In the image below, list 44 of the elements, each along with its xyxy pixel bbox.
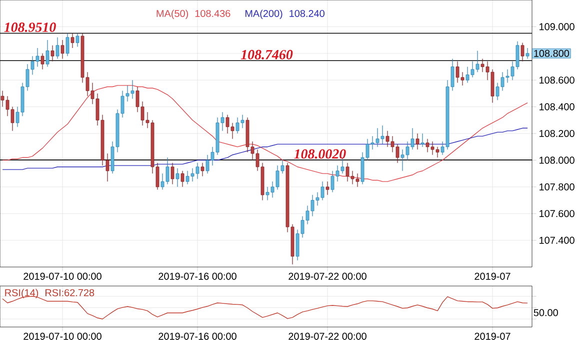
x-tick-label: 2019-07-22 00:00 (288, 332, 366, 340)
text: RSI:62.728 (46, 289, 94, 296)
y-tick-label: 107.400 (540, 236, 574, 244)
series-label: RSI(14) (5, 288, 38, 298)
candlestick (70, 33, 74, 48)
y-tick-label: 108.600 (540, 76, 574, 84)
annotation: 108.436 (195, 10, 230, 18)
y-tick-label: 108.200 (540, 130, 574, 138)
candlestick (180, 170, 184, 188)
candlestick (50, 45, 54, 62)
annotation: 108.240 (290, 10, 324, 18)
candlestick (526, 48, 530, 60)
y-tick-label: 107.600 (540, 210, 574, 218)
text: 50.00 (534, 309, 558, 316)
x-tick-label: 2019-07 (474, 272, 510, 280)
y-tick-label: 109.000 (540, 23, 574, 30)
candlestick (420, 133, 424, 148)
candlestick (60, 40, 64, 60)
y-tick-label: 107.800 (540, 183, 574, 190)
candlestick (416, 133, 420, 150)
text: 108.800 (534, 50, 570, 57)
candlestick (520, 42, 524, 62)
ref-line-label: 108.9510 (4, 22, 56, 32)
candlestick (326, 181, 330, 196)
ref-line-label: 108.7460 (240, 50, 293, 60)
y-tick-label: 108.000 (540, 156, 574, 164)
candlestick (56, 37, 60, 60)
y-tick-label: 108.400 (540, 103, 574, 110)
candlestick (176, 168, 180, 188)
text: MA(200) (245, 10, 282, 19)
x-tick-label: 2019-07-10 00:00 (24, 272, 102, 280)
candlestick (76, 33, 80, 48)
text: MA(50) (156, 10, 188, 19)
x-tick-label: 2019-07-22 00:00 (288, 272, 366, 280)
x-tick-label: 2019-07-16 00:00 (158, 332, 236, 340)
ref-line-label: 108.0020 (294, 149, 346, 159)
x-tick-label: 2019-07 (474, 332, 510, 340)
x-tick-label: 2019-07-10 00:00 (24, 332, 102, 340)
candlestick (66, 33, 70, 56)
candlestick (40, 53, 44, 70)
x-tick-label: 2019-07-16 00:00 (158, 272, 236, 280)
candlestick (200, 162, 204, 177)
candlestick (170, 162, 174, 185)
candlestick (46, 40, 50, 68)
